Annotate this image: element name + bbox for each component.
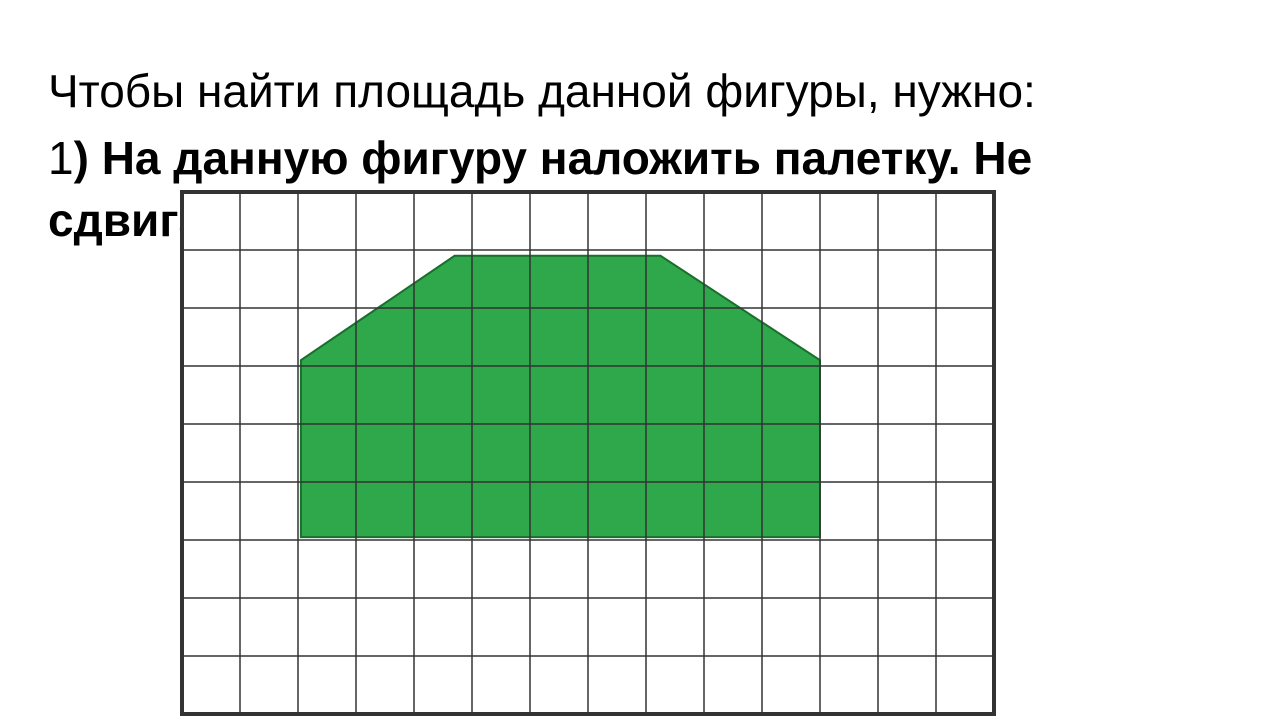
step-number: 1	[48, 132, 74, 184]
grid-svg	[180, 190, 996, 716]
grid-figure	[180, 190, 996, 716]
intro-text: Чтобы найти площадь данной фигуры, нужно…	[48, 58, 1228, 125]
